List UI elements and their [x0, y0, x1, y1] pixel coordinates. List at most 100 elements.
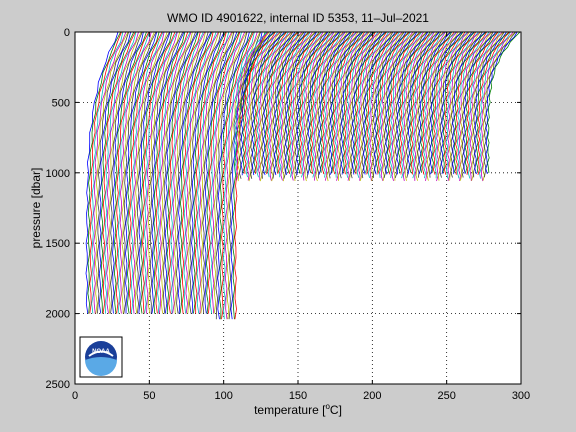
deep-profile-line	[174, 31, 206, 314]
shallow-profile-line	[320, 31, 352, 173]
shallow-profile-line	[258, 31, 292, 181]
shallow-profile-line	[302, 31, 335, 181]
shallow-profile-line	[426, 31, 459, 181]
x-tick-label: 300	[512, 390, 530, 402]
shallow-profile-line	[461, 31, 494, 178]
shallow-profile-line	[267, 31, 300, 178]
shallow-profile-line	[291, 31, 324, 181]
deep-profile-line	[170, 31, 204, 314]
shallow-profile-line	[269, 31, 303, 181]
noaa-logo: NOAA	[79, 336, 123, 378]
shallow-profile-line	[375, 31, 410, 173]
deep-profile-line	[93, 31, 127, 314]
shallow-profile-line	[245, 31, 279, 178]
deep-profile-line	[204, 31, 238, 314]
y-tick-label: 1000	[46, 168, 70, 180]
shallow-profile-line	[259, 31, 293, 182]
shallow-profile-line	[304, 31, 338, 182]
deep-profile-line	[172, 31, 206, 314]
deep-profile-line	[209, 31, 242, 314]
shallow-profile-line	[477, 31, 511, 176]
shallow-profile-line	[396, 31, 429, 175]
deep-profile-line	[130, 31, 164, 314]
deep-profile-line	[224, 31, 258, 320]
deep-profile-line	[187, 31, 220, 314]
deep-profile-line	[157, 31, 191, 314]
shallow-profile-line	[397, 31, 431, 173]
x-tick-label: 0	[72, 390, 78, 402]
deep-profile-line	[119, 31, 152, 314]
deep-profile-line	[221, 31, 254, 320]
deep-profile-line	[181, 31, 214, 314]
deep-profile-line	[198, 31, 233, 314]
deep-profile-line	[117, 31, 150, 314]
shallow-profile-line	[294, 31, 328, 179]
shallow-profile-line	[355, 31, 387, 175]
chart-title: WMO ID 4901622, internal ID 5353, 11–Jul…	[167, 11, 429, 25]
shallow-profile-line	[482, 31, 516, 181]
shallow-profile-line	[275, 31, 309, 173]
shallow-profile-line	[270, 31, 305, 182]
shallow-profile-line	[348, 31, 381, 181]
shallow-profile-line	[378, 31, 411, 178]
shallow-profile-line	[305, 31, 340, 179]
shallow-profile-line	[394, 31, 428, 179]
deep-profile-line	[166, 31, 199, 314]
shallow-profile-line	[359, 31, 393, 182]
shallow-profile-line	[436, 31, 469, 182]
shallow-profile-line	[460, 31, 493, 181]
shallow-profile-line	[363, 31, 396, 175]
shallow-profile-line	[485, 31, 518, 175]
y-tick-label: 500	[52, 97, 70, 109]
shallow-profile-line	[440, 31, 475, 175]
shallow-profile-line	[329, 31, 363, 175]
deep-profile-line	[98, 31, 131, 314]
deep-profile-line	[213, 31, 247, 314]
shallow-profile-line	[296, 31, 329, 175]
shallow-profile-line	[420, 31, 453, 173]
deep-profile-line	[104, 31, 137, 314]
shallow-profile-line	[431, 31, 464, 173]
deep-profile-line	[96, 31, 129, 314]
deep-profile-line	[149, 31, 184, 314]
shallow-profile-line	[421, 31, 455, 175]
shallow-profile-line	[250, 31, 283, 179]
deep-profile-line	[100, 31, 135, 314]
shallow-profile-line	[388, 31, 422, 175]
shallow-profile-line	[289, 31, 323, 178]
shallow-profile-line	[453, 31, 487, 173]
shallow-profile-line	[432, 31, 466, 175]
shallow-profile-line	[382, 31, 416, 181]
noaa-logo-gull	[88, 350, 114, 357]
shallow-profile-line	[273, 31, 307, 176]
deep-profile-line	[168, 31, 201, 314]
deep-profile-line	[143, 31, 178, 314]
deep-profile-line	[115, 31, 150, 314]
x-tick-label: 100	[214, 390, 232, 402]
shallow-profile-line	[370, 31, 405, 182]
deep-profile-line	[91, 31, 124, 314]
deep-profile-line	[232, 31, 266, 320]
shallow-profile-line	[288, 31, 322, 174]
shallow-profile-line	[405, 31, 440, 178]
y-tick-labels: 0 500 1000 1500 2000 2500	[46, 27, 70, 391]
shallow-profile-line	[321, 31, 355, 175]
deep-profile-line	[207, 31, 241, 314]
shallow-profile-line	[474, 31, 507, 175]
deep-profile-line	[140, 31, 173, 314]
shallow-profile-line	[434, 31, 469, 179]
shallow-profile-line	[377, 31, 411, 175]
shallow-profile-line	[418, 31, 452, 175]
x-axis-label-suffix: C]	[330, 403, 342, 417]
noaa-logo-text: NOAA	[92, 349, 110, 355]
shallow-profile-line	[429, 31, 463, 175]
deep-profile-line	[136, 31, 170, 314]
shallow-profile-line	[331, 31, 364, 173]
deep-profile-line	[87, 31, 122, 314]
shallow-profile-line	[344, 31, 376, 175]
shallow-profile-line	[347, 31, 381, 181]
deep-profile-line	[183, 31, 217, 314]
shallow-profile-line	[475, 31, 510, 173]
noaa-logo-wave	[85, 357, 117, 376]
deep-profile-line	[192, 31, 226, 314]
